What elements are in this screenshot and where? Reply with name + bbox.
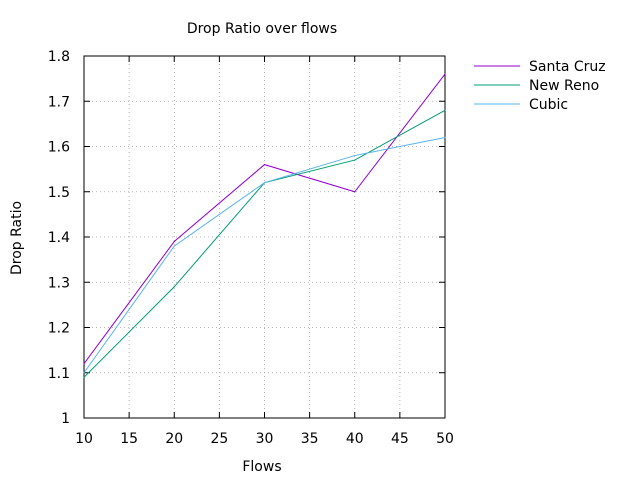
series-line-new-reno <box>83 109 446 378</box>
y-tick-label: 1.2 <box>48 321 70 337</box>
legend-label-santa-cruz: Santa Cruz <box>529 59 606 75</box>
y-tick-label: 1.8 <box>48 49 70 65</box>
data-point-santa-cruz <box>263 164 266 166</box>
data-point-cubic <box>354 154 356 157</box>
y-tick-label: 1.7 <box>48 94 70 110</box>
x-tick-label: 45 <box>391 431 409 447</box>
data-point-new-reno <box>83 376 85 378</box>
data-point-cubic <box>263 182 266 184</box>
x-tick-label: 20 <box>165 431 183 447</box>
legend-label-cubic: Cubic <box>529 97 568 113</box>
data-point-santa-cruz <box>83 363 85 365</box>
y-tick-label: 1.4 <box>48 230 70 246</box>
data-point-santa-cruz <box>444 73 446 75</box>
x-axis-label: Flows <box>242 459 281 475</box>
y-tick-label: 1.5 <box>48 185 70 201</box>
x-tick-label: 40 <box>346 431 364 447</box>
series-lines <box>83 73 446 378</box>
data-point-santa-cruz <box>173 240 175 243</box>
legend-label-new-reno: New Reno <box>529 78 599 94</box>
data-point-new-reno <box>173 286 175 288</box>
y-tick-label: 1 <box>61 411 70 427</box>
data-point-cubic <box>83 372 85 374</box>
tick-marks-and-labels: 10 15 20 25 30 35 40 45 50 1 1.1 1.2 1.3 1.4 1.5 1.6 1.7… <box>48 49 454 447</box>
y-tick-label: 1.1 <box>48 366 70 382</box>
data-point-cubic <box>444 136 446 139</box>
legend: Santa Cruz New Reno Cubic <box>474 59 606 113</box>
y-tick-label: 1.6 <box>48 140 70 156</box>
data-point-new-reno <box>354 159 356 161</box>
x-tick-label: 25 <box>210 431 228 447</box>
chart-title: Drop Ratio over flows <box>187 21 337 37</box>
x-tick-label: 15 <box>120 431 138 447</box>
data-point-santa-cruz <box>354 191 356 193</box>
y-axis-label: Drop Ratio <box>9 201 25 275</box>
x-tick-label: 10 <box>75 431 93 447</box>
data-point-new-reno <box>444 109 446 111</box>
y-tick-label: 1.3 <box>48 275 70 291</box>
grid-lines <box>84 56 445 418</box>
x-tick-label: 30 <box>256 431 274 447</box>
x-tick-label: 35 <box>301 431 319 447</box>
data-point-cubic <box>173 245 175 247</box>
x-tick-label: 50 <box>436 431 454 447</box>
